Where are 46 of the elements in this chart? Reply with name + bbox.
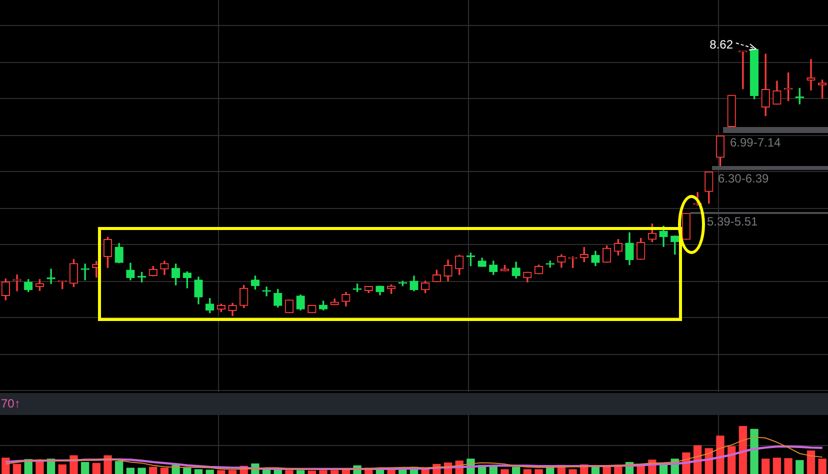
annotation: 5.39-5.51	[707, 214, 758, 228]
bar	[728, 446, 736, 474]
candlestick	[806, 59, 816, 90]
bar	[523, 469, 532, 474]
bar	[512, 466, 520, 474]
bar	[138, 468, 146, 474]
bar	[296, 470, 305, 474]
bar	[784, 458, 792, 474]
bar	[716, 436, 724, 474]
bar	[772, 458, 782, 474]
bar	[194, 469, 203, 474]
bar	[750, 428, 758, 474]
bar	[217, 470, 226, 474]
text: 70↑	[1, 396, 20, 410]
bar	[330, 470, 339, 474]
bar	[12, 464, 22, 474]
bar	[228, 470, 237, 474]
bar	[762, 458, 770, 474]
bar	[149, 466, 158, 474]
candlestick	[12, 274, 22, 292]
bar	[591, 466, 600, 474]
candlestick	[262, 286, 271, 296]
bar	[308, 470, 316, 474]
bar	[818, 458, 826, 474]
bar	[285, 470, 294, 474]
candlestick	[80, 264, 90, 280]
bar	[206, 470, 214, 474]
bar	[500, 469, 509, 474]
bar	[80, 462, 90, 474]
bar	[738, 426, 748, 474]
annotation: 6.30-6.39	[718, 171, 770, 186]
bar	[796, 460, 804, 474]
annotation: 8.62	[710, 37, 734, 52]
bar	[319, 470, 328, 474]
bar	[36, 461, 44, 474]
annotation: 6.99-7.14	[730, 135, 782, 150]
bar	[183, 468, 192, 474]
bar	[126, 468, 135, 474]
bar	[806, 450, 816, 474]
bar	[160, 468, 169, 474]
bar	[92, 462, 100, 474]
bar	[534, 469, 543, 474]
candlestick	[738, 50, 748, 90]
bar	[115, 461, 124, 474]
bar	[568, 469, 577, 474]
bar	[58, 464, 66, 474]
